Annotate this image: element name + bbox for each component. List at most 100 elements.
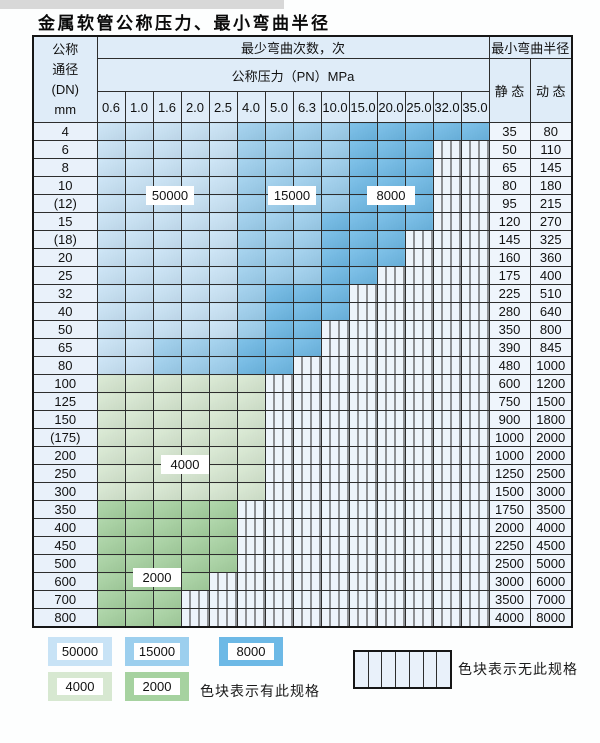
pressure-value-header: 35.0	[460, 91, 490, 123]
no-spec-cell	[320, 446, 350, 465]
no-spec-cell	[264, 590, 294, 609]
spec-cell-4000	[152, 410, 182, 429]
spec-cell-8000	[320, 248, 350, 267]
no-spec-cell	[460, 500, 490, 519]
no-spec-cell	[376, 590, 406, 609]
no-spec-cell	[292, 464, 322, 483]
no-spec-cell	[404, 608, 434, 628]
no-spec-cell	[376, 302, 406, 321]
no-spec-cell	[432, 536, 462, 555]
static-radius-cell: 160	[488, 248, 531, 267]
spec-cell-2000	[180, 536, 210, 555]
spec-cell-8000	[264, 284, 294, 303]
no-spec-cell	[460, 410, 490, 429]
no-spec-cell	[460, 194, 490, 213]
legend-swatch-50000: 50000	[48, 637, 112, 666]
table-row: 125 750 1500	[32, 392, 573, 411]
no-spec-cell	[404, 374, 434, 393]
pressure-value-header: 1.0	[124, 91, 154, 123]
dynamic-radius-cell: 270	[529, 212, 573, 231]
static-radius-cell: 4000	[488, 608, 531, 628]
spec-cell-15000	[264, 266, 294, 285]
spec-cell-2000	[96, 608, 126, 628]
static-radius-cell: 95	[488, 194, 531, 213]
table-row: 300 1500 3000	[32, 482, 573, 501]
spec-cell-4000	[208, 428, 238, 447]
spec-cell-50000	[124, 212, 154, 231]
table-row: 4 35 80	[32, 122, 573, 141]
spec-cell-2000	[152, 608, 182, 628]
pressure-value-header: 1.6	[152, 91, 182, 123]
no-spec-cell	[264, 554, 294, 573]
spec-cell-2000	[96, 518, 126, 537]
spec-cell-50000	[152, 230, 182, 249]
no-spec-cell	[404, 284, 434, 303]
dynamic-radius-cell: 3000	[529, 482, 573, 501]
spec-cell-50000	[124, 266, 154, 285]
no-spec-cell	[236, 608, 266, 628]
no-spec-cell	[348, 284, 378, 303]
dn-cell: 10	[32, 176, 98, 195]
spec-cell-8000	[376, 230, 406, 249]
no-spec-cell	[432, 302, 462, 321]
no-spec-cell	[376, 428, 406, 447]
header-row-pressures: 0.6 1.0 1.6 2.0 2.5 4.0 5.0 6.3 10.0 15.0 20.0 25.0…	[33, 91, 572, 123]
spec-cell-4000	[124, 428, 154, 447]
page-title: 金属软管公称压力、最小弯曲半径	[38, 14, 331, 34]
table-row: (18) 145 325	[32, 230, 573, 249]
spec-cell-8000	[348, 140, 378, 159]
dynamic-radius-cell: 845	[529, 338, 573, 357]
no-spec-cell	[264, 608, 294, 628]
no-spec-cell	[460, 266, 490, 285]
table-row: 80 480 1000	[32, 356, 573, 375]
legend-swatch-2000: 2000	[125, 672, 189, 701]
no-spec-cell	[348, 428, 378, 447]
spec-cell-15000	[152, 356, 182, 375]
legend-no-spec-box	[353, 650, 452, 689]
legend-swatch-label: 2000	[134, 678, 180, 695]
no-spec-cell	[460, 212, 490, 231]
static-header: 静 态	[488, 58, 531, 123]
spec-cell-50000	[180, 248, 210, 267]
no-spec-cell	[460, 320, 490, 339]
no-spec-cell	[404, 410, 434, 429]
spec-cell-50000	[208, 140, 238, 159]
spec-cell-4000	[124, 446, 154, 465]
pressure-value-header: 0.6	[96, 91, 126, 123]
spec-cell-4000	[124, 410, 154, 429]
spec-cell-50000	[96, 266, 126, 285]
no-spec-cell	[320, 554, 350, 573]
spec-cell-50000	[96, 248, 126, 267]
table-row: 500 2500 5000	[32, 554, 573, 573]
spec-cell-15000	[292, 140, 322, 159]
dynamic-radius-cell: 640	[529, 302, 573, 321]
no-spec-cell	[460, 356, 490, 375]
dynamic-radius-cell: 800	[529, 320, 573, 339]
no-spec-cell	[432, 248, 462, 267]
no-spec-cell	[348, 356, 378, 375]
dynamic-radius-cell: 360	[529, 248, 573, 267]
no-spec-cell	[236, 500, 266, 519]
no-spec-cell	[376, 374, 406, 393]
dynamic-radius-cell: 7000	[529, 590, 573, 609]
spec-cell-8000	[236, 338, 266, 357]
legend-no-spec-text: 色块表示无此规格	[458, 661, 578, 677]
no-spec-cell	[292, 410, 322, 429]
spec-cell-15000	[236, 176, 266, 195]
spec-cell-15000	[320, 194, 350, 213]
no-spec-cell	[432, 284, 462, 303]
spec-cell-15000	[292, 122, 322, 141]
spec-cell-15000	[236, 140, 266, 159]
legend-no-spec-cell	[382, 652, 397, 687]
no-spec-cell	[320, 464, 350, 483]
spec-cell-8000	[376, 158, 406, 177]
spec-cell-4000	[208, 392, 238, 411]
dn-cell: 32	[32, 284, 98, 303]
no-spec-cell	[460, 536, 490, 555]
no-spec-cell	[320, 356, 350, 375]
dn-cell: 6	[32, 140, 98, 159]
spec-cell-15000	[320, 122, 350, 141]
spec-cell-8000	[264, 338, 294, 357]
spec-cell-50000	[152, 266, 182, 285]
header-row-2: 公称压力（PN）MPa 静 态 动 态	[33, 58, 573, 123]
